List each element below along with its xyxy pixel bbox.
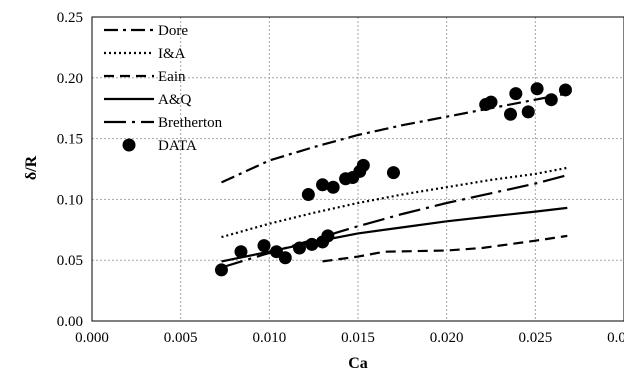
data-point [558,83,572,97]
data-point [356,158,370,172]
data-point [504,107,518,121]
series-line-i-a [221,166,568,239]
legend-label: A&Q [158,92,192,108]
data-point [292,241,306,255]
legend-entry-a-q: A&Q [104,92,192,108]
x-tick-label: 0.030 [607,330,624,346]
y-tick-label: 0.10 [57,192,83,208]
tick-labels: 0.000 0.005 0.010 0.015 0.020 0.025 0.030 0.00 0… [57,10,624,346]
x-tick-label: 0.010 [252,330,286,346]
legend-label: DATA [158,138,197,154]
y-tick-label: 0.00 [57,314,83,330]
x-tick-label: 0.005 [164,330,198,346]
legend: Dore I&A Eain A&Q Bretherton DATA [104,23,223,154]
series-line-bretherton [221,174,568,269]
y-tick-label: 0.25 [57,10,83,26]
data-point [234,245,248,259]
x-axis-title: Ca [348,355,368,372]
data-point [484,95,498,109]
y-tick-label: 0.15 [57,132,83,148]
plot-border [91,16,624,322]
data-point [544,93,558,107]
data-point [301,188,315,202]
legend-marker [122,138,136,152]
data-point [316,178,330,192]
y-tick-label: 0.05 [57,253,83,269]
data-point [257,239,271,253]
legend-entry-eain: Eain [104,69,186,85]
y-axis-title: δ/R [23,155,40,180]
data-point [214,263,228,277]
y-tick-label: 0.20 [57,71,83,87]
data-point [530,82,544,96]
data-point [305,237,319,251]
series-line-dore [221,92,568,184]
series-line-eain [322,234,568,263]
data-point [278,251,292,265]
data-point [521,105,535,119]
data-point [386,166,400,180]
legend-entry-data: DATA [122,138,197,154]
legend-label: Bretherton [158,115,223,131]
data-point [321,229,335,243]
x-tick-label: 0.000 [75,330,109,346]
legend-entry-dore: Dore [104,23,188,39]
x-tick-label: 0.015 [341,330,375,346]
legend-label: Eain [158,69,186,85]
data-point [326,180,340,194]
legend-entry-bretherton: Bretherton [104,115,223,131]
series-layer [214,82,572,277]
legend-label: I&A [158,46,186,62]
legend-label: Dore [158,23,188,39]
data-point [509,87,523,101]
legend-entry-i-a: I&A [104,46,186,62]
x-tick-label: 0.020 [430,330,464,346]
x-tick-label: 0.025 [518,330,552,346]
series-data [214,82,572,277]
